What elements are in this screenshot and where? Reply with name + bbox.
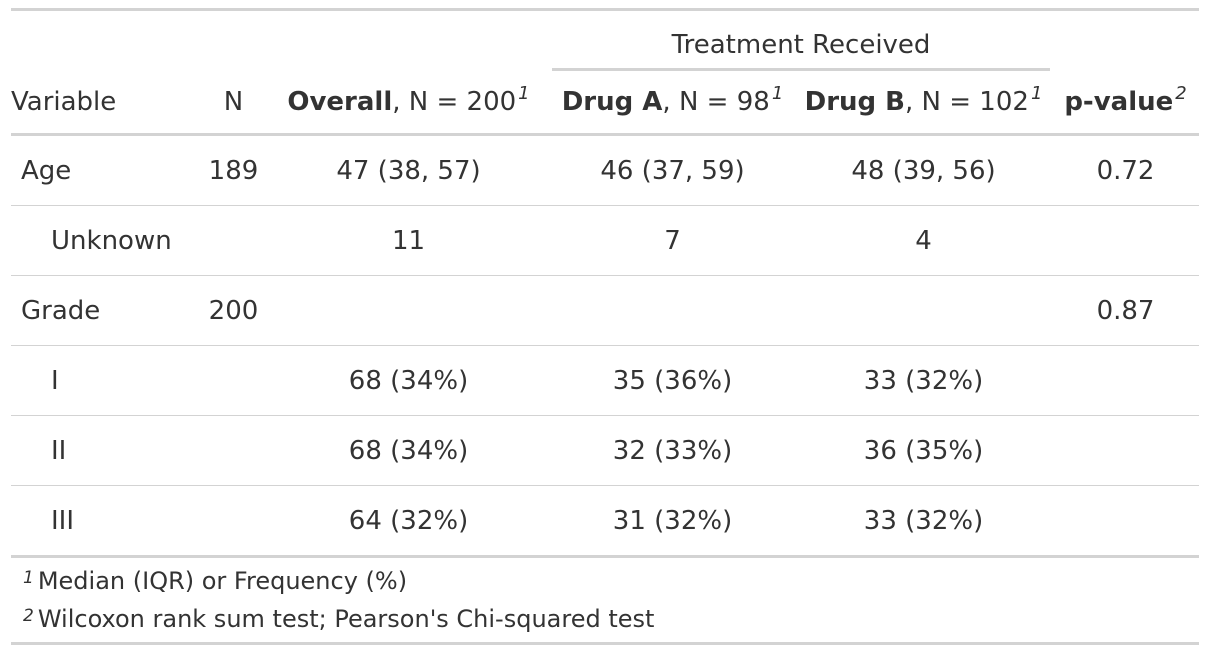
header-drug-a-name: Drug A xyxy=(561,87,663,117)
cell-n xyxy=(200,485,267,558)
cell-drug-b: 4 xyxy=(795,205,1053,276)
spanner-row: Treatment Received xyxy=(11,9,1200,72)
cell-overall: 68 (34%) xyxy=(267,415,550,486)
cell-variable: Age xyxy=(11,134,200,206)
summary-table: Treatment Received Variable N Overall, N… xyxy=(11,8,1200,558)
spanner-cell: Treatment Received xyxy=(550,10,1052,71)
cell-p-value xyxy=(1052,205,1200,276)
spanner-empty xyxy=(267,10,550,72)
cell-variable: II xyxy=(11,415,200,486)
footnote-mark: 2 xyxy=(1175,83,1187,104)
footnote: 2 Wilcoxon rank sum test; Pearson's Chi-s… xyxy=(23,600,1199,638)
table-row: III 64 (32%) 31 (32%) 33 (32%) xyxy=(11,485,1200,558)
header-p-value: p-value 2 xyxy=(1052,71,1200,136)
footnote-mark: 1 xyxy=(23,568,34,588)
cell-n xyxy=(200,205,267,276)
table-body: Age 189 47 (38, 57) 46 (37, 59) 48 (39, … xyxy=(11,134,1200,558)
cell-drug-a xyxy=(550,275,795,346)
table-header: Treatment Received Variable N Overall, N… xyxy=(11,9,1200,136)
header-drug-a-n: , N = 98 xyxy=(662,87,770,117)
spanner-empty xyxy=(200,10,267,72)
cell-n: 189 xyxy=(200,134,267,206)
cell-p-value: 0.87 xyxy=(1052,275,1200,346)
table-row: II 68 (34%) 32 (33%) 36 (35%) xyxy=(11,415,1200,486)
cell-overall: 68 (34%) xyxy=(267,345,550,416)
spanner-empty xyxy=(1052,10,1199,72)
header-drug-b-n: , N = 102 xyxy=(905,87,1029,117)
header-drug-a: Drug A, N = 98 1 xyxy=(550,71,795,136)
cell-drug-b: 33 (32%) xyxy=(795,345,1053,416)
table-row: Grade 200 0.87 xyxy=(11,275,1200,346)
column-header-row: Variable N Overall, N = 200 1 Drug A, N =… xyxy=(11,71,1200,136)
footnote-mark: 2 xyxy=(23,606,34,626)
cell-variable: Grade xyxy=(11,275,200,346)
header-drug-b: Drug B, N = 102 1 xyxy=(795,71,1053,136)
cell-drug-a: 31 (32%) xyxy=(550,485,795,558)
table-row: Age 189 47 (38, 57) 46 (37, 59) 48 (39, … xyxy=(11,134,1200,206)
cell-drug-b: 48 (39, 56) xyxy=(795,134,1053,206)
footnote-mark: 1 xyxy=(1030,83,1043,104)
cell-drug-b xyxy=(795,275,1053,346)
cell-overall: 11 xyxy=(267,205,550,276)
cell-drug-a: 35 (36%) xyxy=(550,345,795,416)
header-overall-name: Overall xyxy=(287,87,393,117)
cell-overall: 47 (38, 57) xyxy=(267,134,550,206)
cell-variable: III xyxy=(11,485,200,558)
header-overall: Overall, N = 200 1 xyxy=(267,71,550,136)
cell-n xyxy=(200,345,267,416)
cell-n: 200 xyxy=(200,275,267,346)
summary-table-container: Treatment Received Variable N Overall, N… xyxy=(11,8,1200,645)
cell-p-value: 0.72 xyxy=(1052,134,1200,206)
footnote: 1 Median (IQR) or Frequency (%) xyxy=(23,562,1199,600)
footnote-text: Wilcoxon rank sum test; Pearson's Chi-sq… xyxy=(37,605,655,633)
cell-p-value xyxy=(1052,485,1200,558)
cell-overall: 64 (32%) xyxy=(267,485,550,558)
table-row: Unknown 11 7 4 xyxy=(11,205,1200,276)
cell-variable: Unknown xyxy=(11,205,200,276)
cell-p-value xyxy=(1052,415,1200,486)
header-n: N xyxy=(200,71,267,136)
table-row: I 68 (34%) 35 (36%) 33 (32%) xyxy=(11,345,1200,416)
cell-drug-a: 32 (33%) xyxy=(550,415,795,486)
cell-n xyxy=(200,415,267,486)
footnote-text: Median (IQR) or Frequency (%) xyxy=(37,567,408,595)
footnote-mark: 1 xyxy=(518,83,530,104)
header-overall-n: , N = 200 xyxy=(392,87,517,117)
table-footnotes: 1 Median (IQR) or Frequency (%) 2 Wilcoxon… xyxy=(11,558,1199,645)
cell-variable: I xyxy=(11,345,200,416)
footnote-mark: 1 xyxy=(771,83,784,104)
cell-drug-a: 46 (37, 59) xyxy=(550,134,795,206)
cell-drug-b: 36 (35%) xyxy=(795,415,1053,486)
cell-overall xyxy=(267,275,550,346)
cell-p-value xyxy=(1052,345,1200,416)
cell-drug-b: 33 (32%) xyxy=(795,485,1053,558)
cell-drug-a: 7 xyxy=(550,205,795,276)
header-variable: Variable xyxy=(11,71,200,136)
header-p-value-label: p-value xyxy=(1064,87,1174,117)
spanner-label: Treatment Received xyxy=(552,30,1051,71)
spanner-empty xyxy=(11,10,200,72)
header-drug-b-name: Drug B xyxy=(804,87,906,117)
